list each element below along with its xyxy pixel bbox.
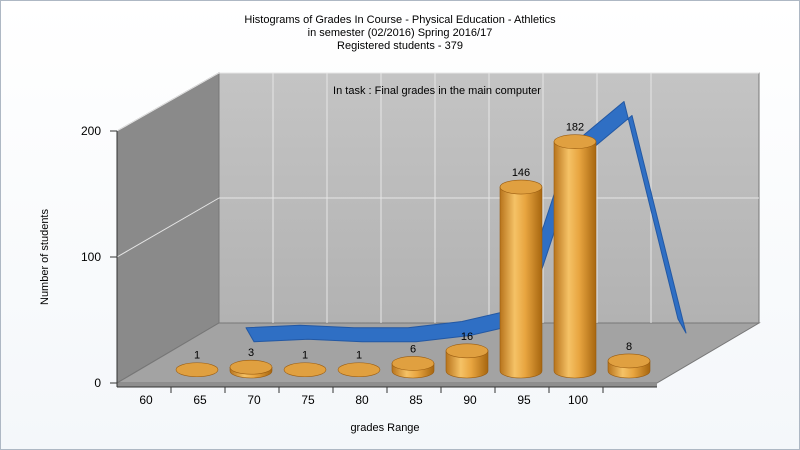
bar xyxy=(229,359,273,379)
x-tick-label: 75 xyxy=(301,393,315,407)
bar-data-label: 3 xyxy=(248,347,254,359)
bar-top xyxy=(553,134,597,149)
bar-layer xyxy=(175,134,651,379)
gridline-side xyxy=(116,197,220,258)
y-tick-label: 200 xyxy=(81,124,101,138)
bar-body xyxy=(553,141,597,379)
bar-data-label: 182 xyxy=(566,122,584,134)
x-tick-label: 70 xyxy=(247,393,261,407)
bar-data-label: 1 xyxy=(356,350,362,362)
chart-title-line-2: in semester (02/2016) Spring 2016/17 xyxy=(308,27,493,39)
bar-data-label: 16 xyxy=(461,331,473,343)
x-tick-label: 80 xyxy=(355,393,369,407)
x-tick-label: 95 xyxy=(517,393,531,407)
x-axis-title: grades Range xyxy=(350,422,419,434)
bar-top xyxy=(445,343,489,359)
y-tick-label: 0 xyxy=(94,376,101,390)
x-tick-label: 100 xyxy=(568,393,588,407)
bar-data-label: 6 xyxy=(410,343,416,355)
chart-annotation: In task : Final grades in the main compu… xyxy=(333,85,541,97)
gridline-side xyxy=(116,72,220,132)
bar-top xyxy=(229,359,273,375)
bar xyxy=(607,353,651,379)
bar-top xyxy=(391,356,435,371)
grid-layer xyxy=(116,72,759,323)
bar xyxy=(283,362,327,378)
x-tick-label: 90 xyxy=(463,393,477,407)
bar-data-label: 1 xyxy=(194,350,200,362)
y-axis-title: Number of students xyxy=(39,209,51,305)
bar-top xyxy=(499,179,543,195)
bar xyxy=(337,362,381,378)
x-tick-label: 65 xyxy=(193,393,207,407)
bar xyxy=(553,134,597,379)
bar-top xyxy=(175,362,219,378)
bar-body xyxy=(445,350,489,379)
bar-data-label: 146 xyxy=(512,167,530,179)
floor-front-edge xyxy=(117,383,657,387)
x-tick-label: 85 xyxy=(409,393,423,407)
axis-layer: 0 100 200 60 65 70 75 80 85 90 95 100 xyxy=(81,124,657,407)
bar xyxy=(391,356,435,379)
bar-top xyxy=(607,353,651,369)
chart-title-line-3: Registered students - 379 xyxy=(337,40,463,52)
bar-body xyxy=(499,186,543,379)
bar xyxy=(175,362,219,378)
bar-top xyxy=(283,362,327,378)
y-tick-label: 100 xyxy=(81,250,101,264)
bar-data-label: 8 xyxy=(626,341,632,353)
x-tick-label: 60 xyxy=(139,393,153,407)
bar xyxy=(445,343,489,379)
bar xyxy=(499,179,543,379)
chart-title-line-1: Histograms of Grades In Course - Physica… xyxy=(244,14,556,26)
bar-data-label: 1 xyxy=(302,350,308,362)
bar-top xyxy=(337,362,381,378)
